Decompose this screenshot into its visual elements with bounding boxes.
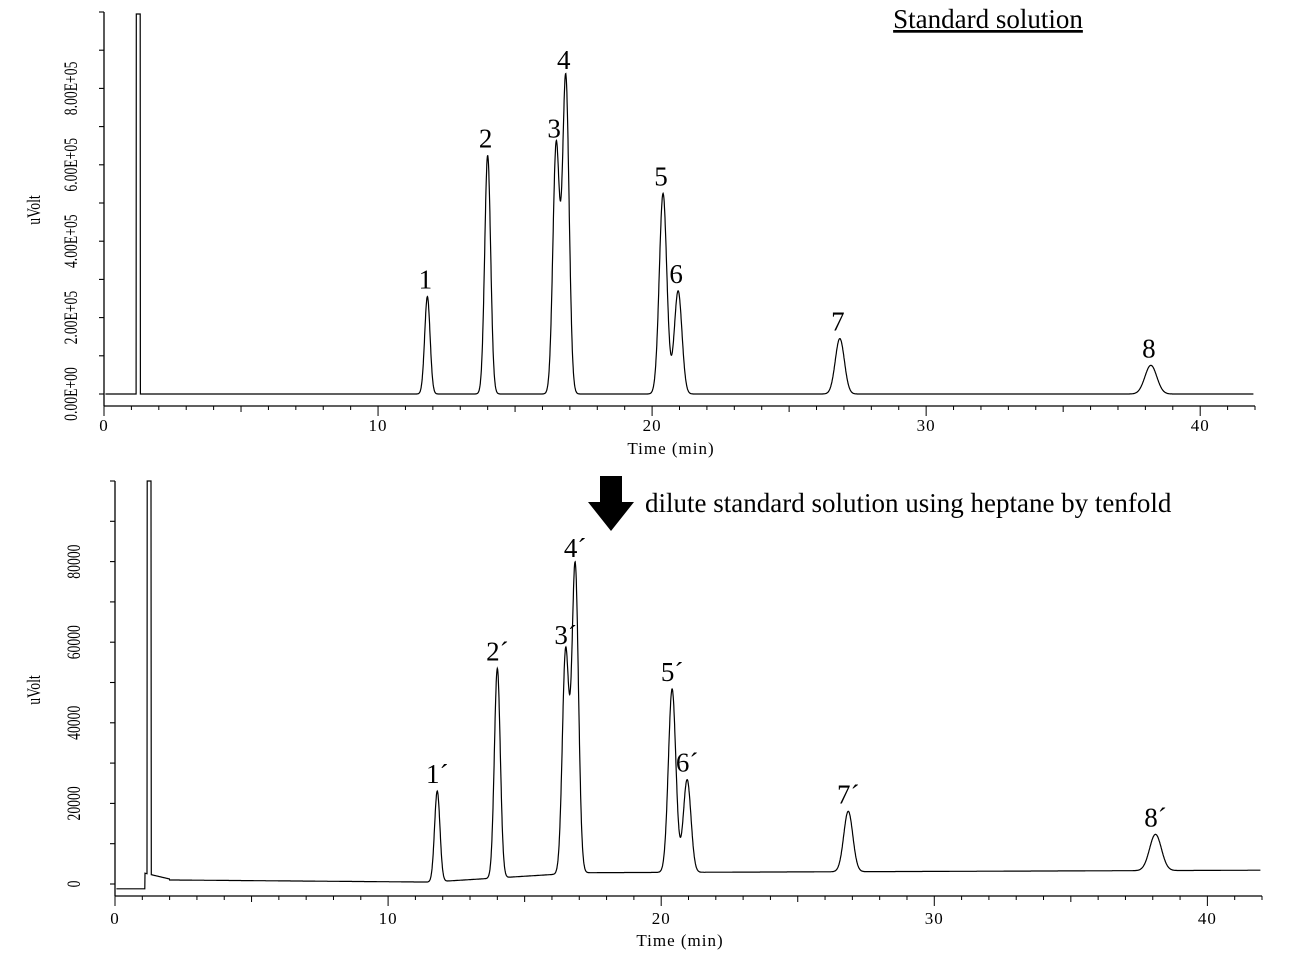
peak-label: 8´ [1144, 802, 1167, 832]
peak-label: 4 [557, 45, 571, 75]
y-tick-label: 20000 [63, 786, 85, 820]
x-tick-label: 0 [110, 909, 120, 928]
x-tick-label: 40 [1198, 909, 1217, 928]
chart-title: Standard solution [893, 4, 1083, 34]
x-axis-label: Time (min) [627, 439, 714, 458]
down-arrow-icon [588, 476, 634, 531]
y-tick-label: 6.00E+05 [60, 138, 82, 192]
y-axis-label: uVolt [23, 195, 45, 225]
diluted-chromatogram: 0 20000 40000 60000 80000 0 10 20 30 40 1´ 2´ 3´ 4´… [23, 480, 1263, 950]
peak-label: 1´ [426, 759, 449, 789]
x-tick-label: 40 [1191, 416, 1210, 435]
standard-chromatogram: 0.00E+00 2.00E+05 4.00E+05 6.00E+05 8.00E+05… [23, 4, 1256, 458]
peak-label: 1 [419, 265, 433, 295]
x-tick-label: 10 [379, 909, 398, 928]
chromatogram-trace [105, 13, 1254, 395]
y-tick-label: 8.00E+05 [60, 62, 82, 116]
y-tick-label: 60000 [63, 625, 85, 659]
peak-label: 8 [1142, 333, 1156, 363]
peak-label: 3 [547, 114, 561, 144]
y-tick-label: 2.00E+05 [60, 291, 82, 345]
peak-label: 2 [479, 123, 493, 153]
x-tick-label: 20 [652, 909, 671, 928]
peak-label: 7 [831, 307, 845, 337]
dilution-note: dilute standard solution using heptane b… [645, 488, 1172, 518]
y-tick-label: 80000 [63, 545, 85, 579]
x-tick-label: 30 [925, 909, 944, 928]
peak-label: 4´ [564, 533, 587, 563]
x-tick-label: 10 [369, 416, 388, 435]
y-tick-label: 0.00E+00 [60, 367, 82, 421]
peak-label: 5 [654, 161, 668, 191]
y-tick-label: 0 [63, 881, 85, 888]
peak-label: 6´ [676, 748, 699, 778]
x-axis-label: Time (min) [636, 931, 723, 950]
peak-label: 5´ [661, 657, 684, 687]
peak-label: 7´ [837, 779, 860, 809]
x-tick-label: 0 [99, 416, 109, 435]
peak-label: 2´ [486, 636, 509, 666]
dilution-annotation: dilute standard solution using heptane b… [588, 476, 1172, 531]
x-tick-label: 20 [643, 416, 662, 435]
x-tick-label: 30 [917, 416, 936, 435]
y-axis-label: uVolt [23, 675, 45, 705]
y-tick-label: 4.00E+05 [60, 214, 82, 268]
peak-label: 6 [669, 259, 683, 289]
y-tick-label: 40000 [63, 706, 85, 740]
chromatogram-trace [116, 480, 1261, 890]
peak-label: 3´ [554, 620, 577, 650]
